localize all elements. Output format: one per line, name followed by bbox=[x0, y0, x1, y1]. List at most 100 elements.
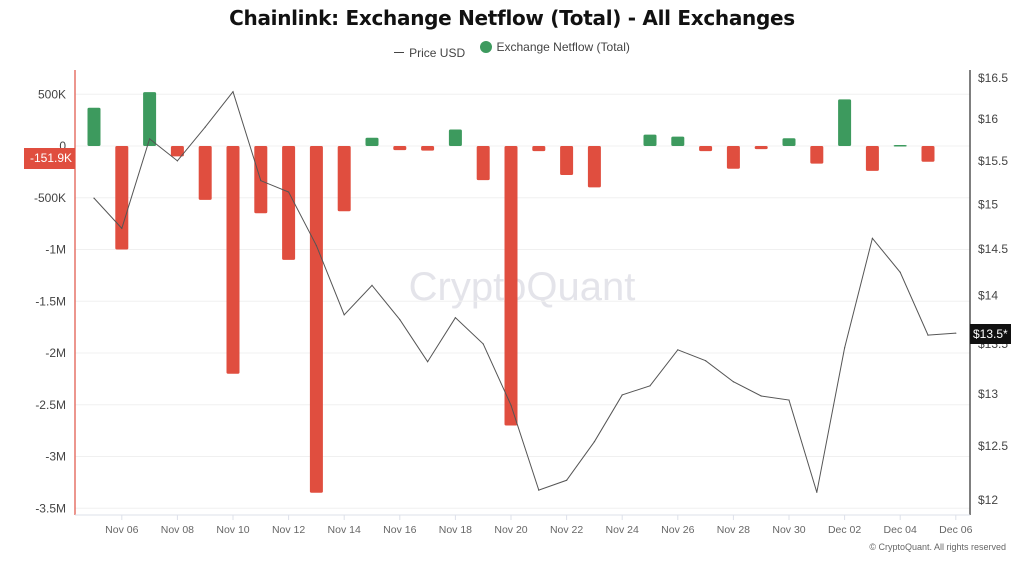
price-point bbox=[232, 91, 234, 93]
y-right-tick-label: $16.5 bbox=[978, 71, 1008, 85]
copyright: © CryptoQuant. All rights reserved bbox=[869, 542, 1006, 552]
price-point bbox=[538, 489, 540, 491]
price-point bbox=[260, 180, 262, 182]
current-price-label: $13.5* bbox=[970, 324, 1011, 344]
netflow-bar bbox=[893, 144, 907, 147]
price-point bbox=[204, 126, 206, 128]
price-point bbox=[677, 349, 679, 351]
netflow-bar bbox=[754, 146, 768, 150]
watermark: CryptoQuant bbox=[409, 265, 636, 309]
line-marker-icon bbox=[394, 52, 405, 53]
netflow-bar bbox=[587, 146, 601, 188]
price-point bbox=[371, 284, 373, 286]
legend-item-netflow[interactable]: Exchange Netflow (Total) bbox=[480, 40, 630, 54]
netflow-bar bbox=[393, 146, 407, 151]
netflow-bar bbox=[560, 146, 574, 175]
x-tick-label: Nov 30 bbox=[772, 524, 805, 536]
legend: Price USD Exchange Netflow (Total) bbox=[0, 40, 1024, 60]
price-point bbox=[621, 394, 623, 396]
price-point bbox=[149, 138, 151, 140]
price-point bbox=[871, 237, 874, 239]
price-point bbox=[343, 314, 345, 316]
x-tick-label: Nov 20 bbox=[494, 524, 527, 536]
x-tick-label: Dec 02 bbox=[828, 524, 861, 536]
y-left-tick-label: -500K bbox=[34, 191, 66, 205]
y-left-tick-label: -3M bbox=[45, 450, 66, 464]
y-right-tick-label: $15.5 bbox=[978, 154, 1008, 168]
y-right-tick-label: $13 bbox=[978, 387, 998, 401]
x-tick-label: Nov 16 bbox=[383, 524, 416, 536]
price-point bbox=[176, 160, 178, 162]
y-right-tick-label: $16 bbox=[978, 112, 998, 126]
y-right-tick-label: $14 bbox=[978, 289, 998, 303]
dot-marker-icon bbox=[480, 41, 493, 53]
price-point bbox=[649, 385, 651, 387]
price-point bbox=[899, 271, 901, 273]
x-tick-label: Nov 26 bbox=[661, 524, 694, 536]
netflow-bar bbox=[309, 146, 323, 493]
netflow-bar bbox=[115, 146, 129, 250]
netflow-bar bbox=[198, 146, 212, 200]
x-tick-label: Nov 24 bbox=[606, 524, 639, 536]
legend-item-price[interactable]: Price USD bbox=[394, 46, 465, 60]
price-point bbox=[593, 441, 596, 443]
netflow-bar bbox=[643, 134, 657, 146]
y-right-tick-label: $14.5 bbox=[978, 242, 1008, 256]
price-point bbox=[121, 227, 123, 229]
netflow-bar bbox=[365, 137, 379, 146]
netflow-bar bbox=[282, 146, 296, 260]
price-point bbox=[510, 404, 512, 406]
price-point bbox=[454, 317, 456, 319]
netflow-bar bbox=[170, 146, 184, 157]
y-left-tick-label: -3.5M bbox=[35, 501, 66, 515]
netflow-bar bbox=[143, 92, 157, 146]
price-point bbox=[788, 399, 790, 401]
netflow-bar bbox=[921, 146, 935, 162]
x-tick-label: Nov 18 bbox=[439, 524, 472, 536]
x-tick-label: Nov 08 bbox=[161, 524, 194, 536]
x-tick-label: Dec 04 bbox=[884, 524, 917, 536]
y-left-tick-label: 0 bbox=[59, 139, 66, 153]
netflow-bar bbox=[782, 138, 796, 146]
x-tick-label: Nov 06 bbox=[105, 524, 138, 536]
netflow-bar bbox=[532, 146, 546, 152]
price-point bbox=[482, 343, 484, 345]
chart-title: Chainlink: Exchange Netflow (Total) - Al… bbox=[229, 6, 795, 30]
netflow-bar bbox=[448, 129, 462, 146]
y-right-tick-label: $12 bbox=[978, 493, 998, 507]
price-point bbox=[844, 347, 846, 349]
netflow-bar bbox=[865, 146, 879, 171]
netflow-bar bbox=[504, 146, 518, 426]
price-point bbox=[760, 395, 762, 397]
x-tick-label: Nov 10 bbox=[216, 524, 249, 536]
netflow-bar bbox=[726, 146, 740, 169]
x-tick-label: Nov 12 bbox=[272, 524, 305, 536]
x-tick-label: Nov 14 bbox=[328, 524, 361, 536]
price-point bbox=[705, 360, 707, 362]
price-point bbox=[399, 319, 401, 321]
netflow-bar bbox=[421, 146, 435, 151]
y-right-tick-label: $12.5 bbox=[978, 439, 1008, 453]
x-tick-label: Nov 22 bbox=[550, 524, 583, 536]
x-tick-label: Dec 06 bbox=[939, 524, 972, 536]
price-point bbox=[315, 244, 317, 247]
netflow-bar bbox=[838, 99, 852, 146]
netflow-bar bbox=[87, 107, 101, 146]
legend-label-price: Price USD bbox=[409, 45, 466, 60]
price-line bbox=[93, 90, 956, 493]
x-tick-label: Nov 28 bbox=[717, 524, 750, 536]
netflow-bar bbox=[337, 146, 351, 212]
netflow-bar bbox=[810, 146, 824, 164]
price-point bbox=[816, 491, 818, 493]
y-left-tick-label: 500K bbox=[38, 87, 66, 101]
y-left-tick-label: -1.5M bbox=[35, 294, 66, 308]
price-point bbox=[288, 191, 290, 193]
price-point bbox=[93, 197, 95, 199]
price-point bbox=[427, 361, 429, 363]
price-point bbox=[566, 479, 568, 481]
netflow-bar bbox=[671, 136, 685, 146]
price-point bbox=[955, 332, 957, 334]
price-point bbox=[927, 334, 929, 336]
y-left-tick-label: -2.5M bbox=[35, 398, 66, 412]
